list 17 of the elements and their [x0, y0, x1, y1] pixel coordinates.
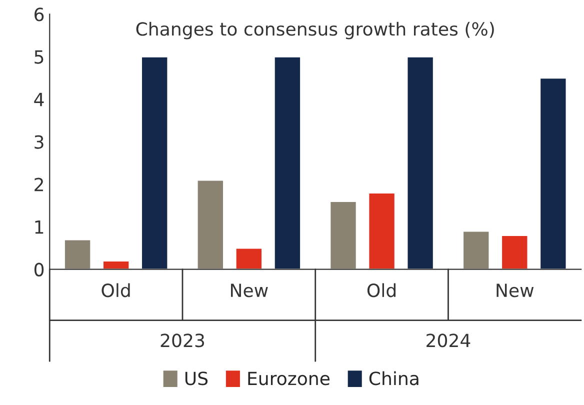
x-tick-label: Old	[367, 283, 396, 298]
y-tick-label: 6	[34, 8, 44, 22]
y-tick-label: 2	[34, 178, 43, 192]
legend-label: Eurozone	[248, 372, 330, 386]
legend-label: US	[185, 372, 208, 386]
legend-label: China	[369, 371, 418, 386]
y-tick-label: 3	[34, 135, 44, 149]
y-tick-label: 0	[34, 262, 44, 276]
x-tick-label: New	[231, 284, 268, 298]
y-tick-label: 1	[35, 220, 44, 234]
x-tick-label: Old	[102, 283, 130, 298]
text: 2024	[426, 334, 470, 348]
y-tick-label: 5	[34, 50, 44, 64]
text: 2023	[160, 334, 204, 348]
y-tick-label: 4	[34, 92, 44, 106]
x-tick-label: New	[496, 284, 534, 298]
chart-title: Changes to consensus growth rates (%)	[136, 22, 494, 40]
